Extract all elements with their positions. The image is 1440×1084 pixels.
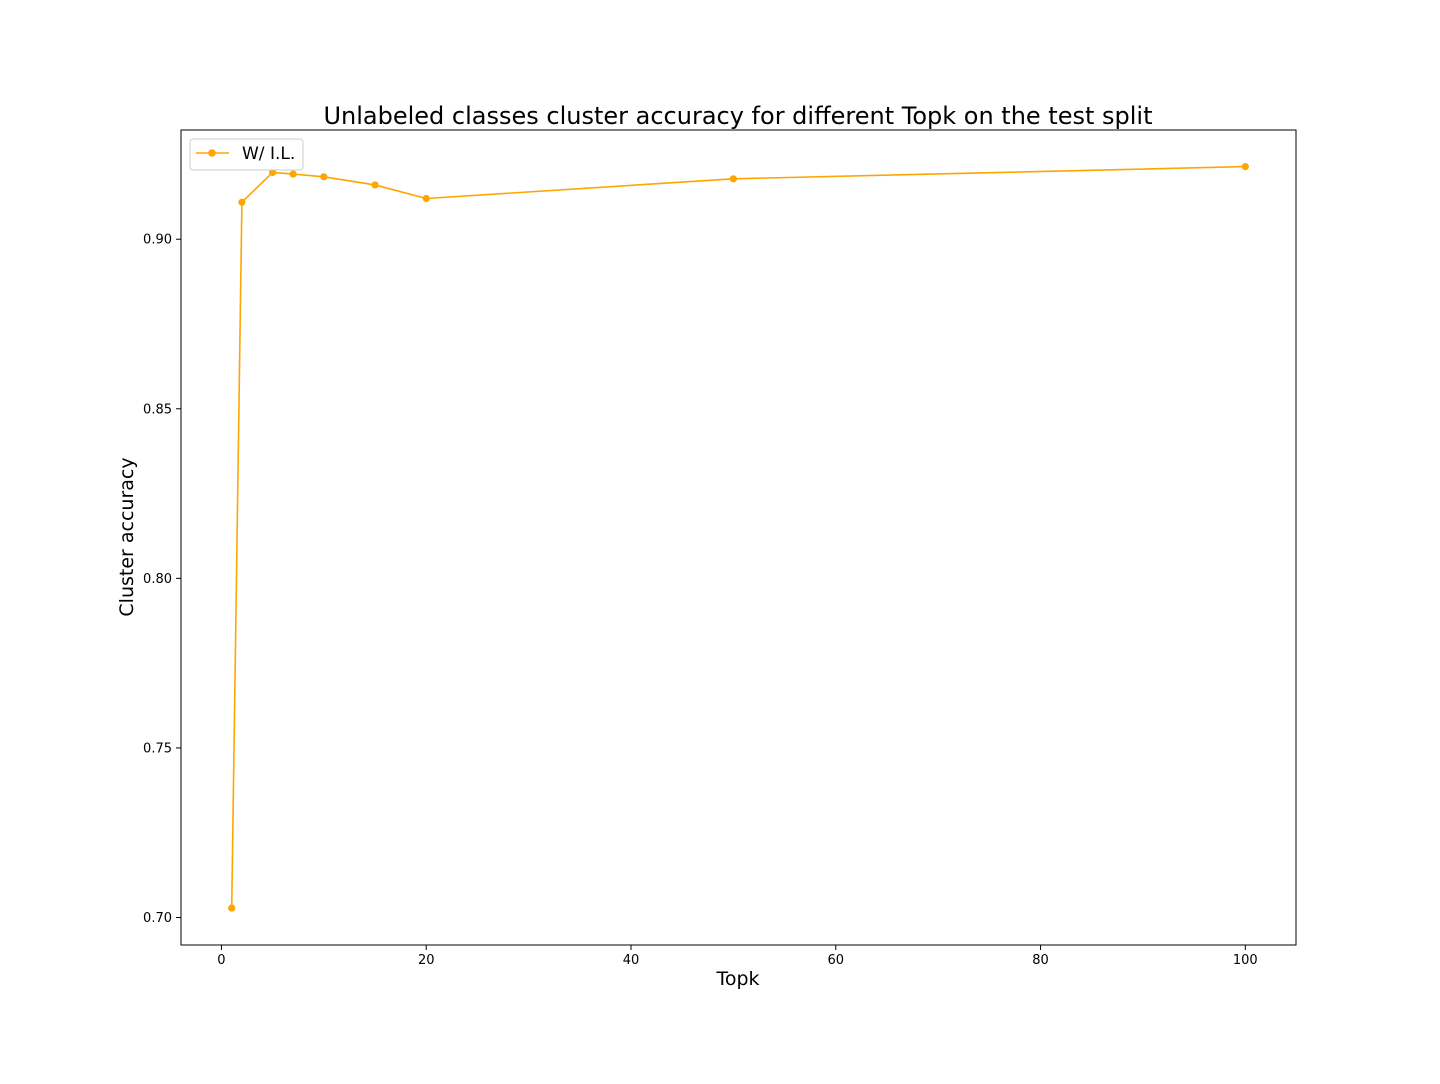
legend: W/ I.L. — [189, 138, 304, 171]
data-point — [228, 904, 236, 912]
axis-ticks: 0 20 40 60 80 100 0.70 0.75 0.80 0.85 0.90 — [143, 233, 1258, 968]
chart-title: Unlabeled classes cluster accuracy for d… — [323, 102, 1152, 130]
x-tick-label: 0 — [217, 953, 225, 968]
x-tick-label: 40 — [623, 953, 640, 968]
y-tick-label: 0.75 — [143, 741, 172, 756]
x-tick-label: 80 — [1032, 953, 1049, 968]
legend-box — [189, 138, 304, 171]
plot-area — [228, 163, 1249, 912]
legend-marker — [208, 149, 216, 157]
y-tick-label: 0.80 — [143, 572, 172, 587]
y-tick-label: 0.90 — [143, 233, 172, 248]
data-point — [269, 168, 277, 176]
data-point — [320, 173, 328, 181]
x-tick-label: 100 — [1233, 953, 1258, 968]
y-axis-label: Cluster accuracy — [116, 457, 138, 616]
data-point — [371, 181, 379, 189]
axes-frame — [180, 129, 1297, 946]
x-tick-label: 20 — [418, 953, 435, 968]
x-axis-label: Topk — [715, 968, 759, 990]
data-point — [729, 175, 737, 183]
data-point — [1241, 163, 1249, 171]
x-tick-label: 60 — [827, 953, 844, 968]
legend-entry-label: W/ I.L. — [242, 144, 295, 164]
data-point — [422, 194, 430, 203]
y-tick-label: 0.85 — [143, 402, 172, 417]
y-tick-label: 0.70 — [143, 911, 172, 926]
data-point — [238, 198, 246, 206]
data-point — [289, 170, 297, 178]
